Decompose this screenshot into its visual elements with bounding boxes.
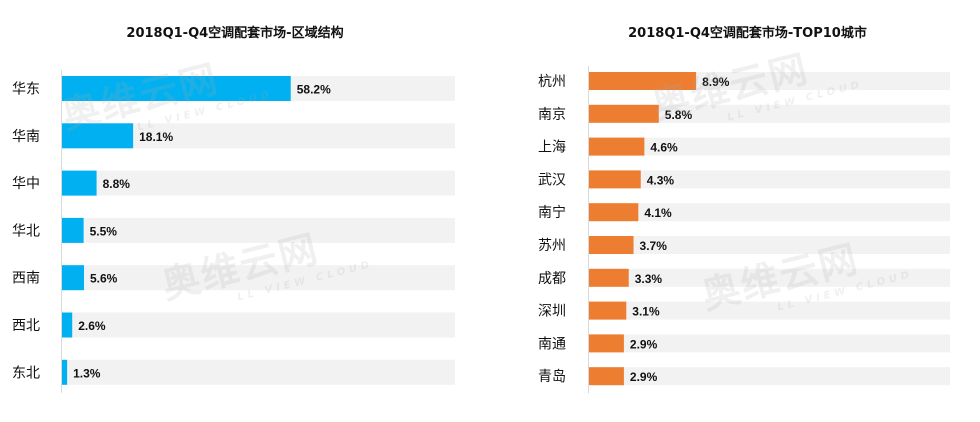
data-label: 3.7% (640, 239, 668, 253)
bar-track (589, 334, 950, 353)
data-label: 1.3% (73, 366, 101, 380)
bar (62, 312, 73, 338)
bar-track (589, 236, 950, 254)
bar (589, 72, 697, 90)
category-label: 苏州 (538, 238, 566, 254)
bar (589, 170, 641, 189)
bar-track (589, 301, 950, 320)
category-label: 华北 (12, 223, 40, 239)
category-label: 东北 (12, 365, 40, 381)
category-label: 南京 (538, 107, 566, 123)
bar-track (62, 170, 455, 196)
data-label: 2.9% (630, 337, 658, 351)
bar (589, 236, 634, 254)
category-label: 华中 (12, 176, 40, 192)
bar-track (62, 359, 455, 385)
region-structure-chart: 2018Q1-Q4空调配套市场-区域结构 华东 58.2% 华南 18.1% 华中 8.8… (0, 0, 470, 422)
bar (589, 104, 659, 123)
category-label: 成都 (538, 271, 566, 287)
category-label: 西北 (12, 318, 40, 334)
bar-track (589, 203, 950, 222)
bar (589, 301, 627, 320)
category-label: 青岛 (538, 369, 566, 385)
category-label: 西南 (12, 271, 40, 287)
chart-title-region: 2018Q1-Q4空调配套市场-区域结构 (126, 26, 344, 41)
bar (62, 76, 291, 101)
bar (589, 268, 629, 287)
category-label: 华南 (12, 129, 40, 145)
bar (62, 217, 84, 243)
bar (589, 367, 624, 386)
data-label: 4.1% (644, 206, 672, 220)
category-label: 华东 (12, 82, 40, 98)
category-label: 南宁 (538, 204, 566, 221)
bar (62, 123, 134, 149)
data-label: 58.2% (297, 83, 331, 97)
data-label: 2.6% (78, 319, 106, 333)
data-label: 18.1% (139, 130, 173, 144)
bar (589, 203, 639, 222)
data-label: 5.8% (665, 108, 693, 122)
data-label: 2.9% (630, 370, 658, 384)
bar (589, 137, 645, 156)
category-label: 武汉 (538, 172, 566, 188)
bar-track (589, 104, 950, 123)
category-label: 南通 (538, 336, 566, 352)
bar-track (589, 367, 950, 386)
bar-track (589, 268, 950, 287)
data-label: 8.8% (103, 177, 131, 191)
bar-track (62, 265, 455, 291)
bar-track (589, 170, 950, 189)
data-label: 8.9% (702, 75, 730, 89)
category-label: 深圳 (538, 304, 566, 320)
data-label: 5.5% (90, 224, 118, 238)
data-label: 3.3% (635, 272, 663, 286)
data-label: 5.6% (90, 272, 118, 286)
chart-title-city: 2018Q1-Q4空调配套市场-TOP10城市 (628, 26, 867, 41)
data-label: 4.6% (650, 141, 678, 155)
top10-city-chart: 2018Q1-Q4空调配套市场-TOP10城市 杭州 8.9% 南京 5.8% 上海 4.… (515, 0, 980, 422)
bar-track (62, 312, 455, 338)
data-label: 3.1% (632, 305, 660, 319)
category-label: 上海 (538, 140, 566, 156)
category-label: 杭州 (538, 74, 566, 90)
bar (62, 170, 97, 196)
bar-track (62, 217, 455, 243)
bar (62, 359, 68, 385)
data-label: 4.3% (647, 173, 675, 187)
bar-track (589, 137, 950, 156)
bar (589, 334, 624, 353)
city-bar-plot: 杭州 8.9% 南京 5.8% 上海 4.6% 武汉 4.3% 南宁 4.1% 苏州 3.7% 成都 3.… (538, 66, 950, 394)
bar (62, 265, 85, 291)
region-bar-plot: 华东 58.2% 华南 18.1% 华中 8.8% 华北 5.5% 西南 5.6% 西北 2.6% 东北… (12, 70, 455, 393)
